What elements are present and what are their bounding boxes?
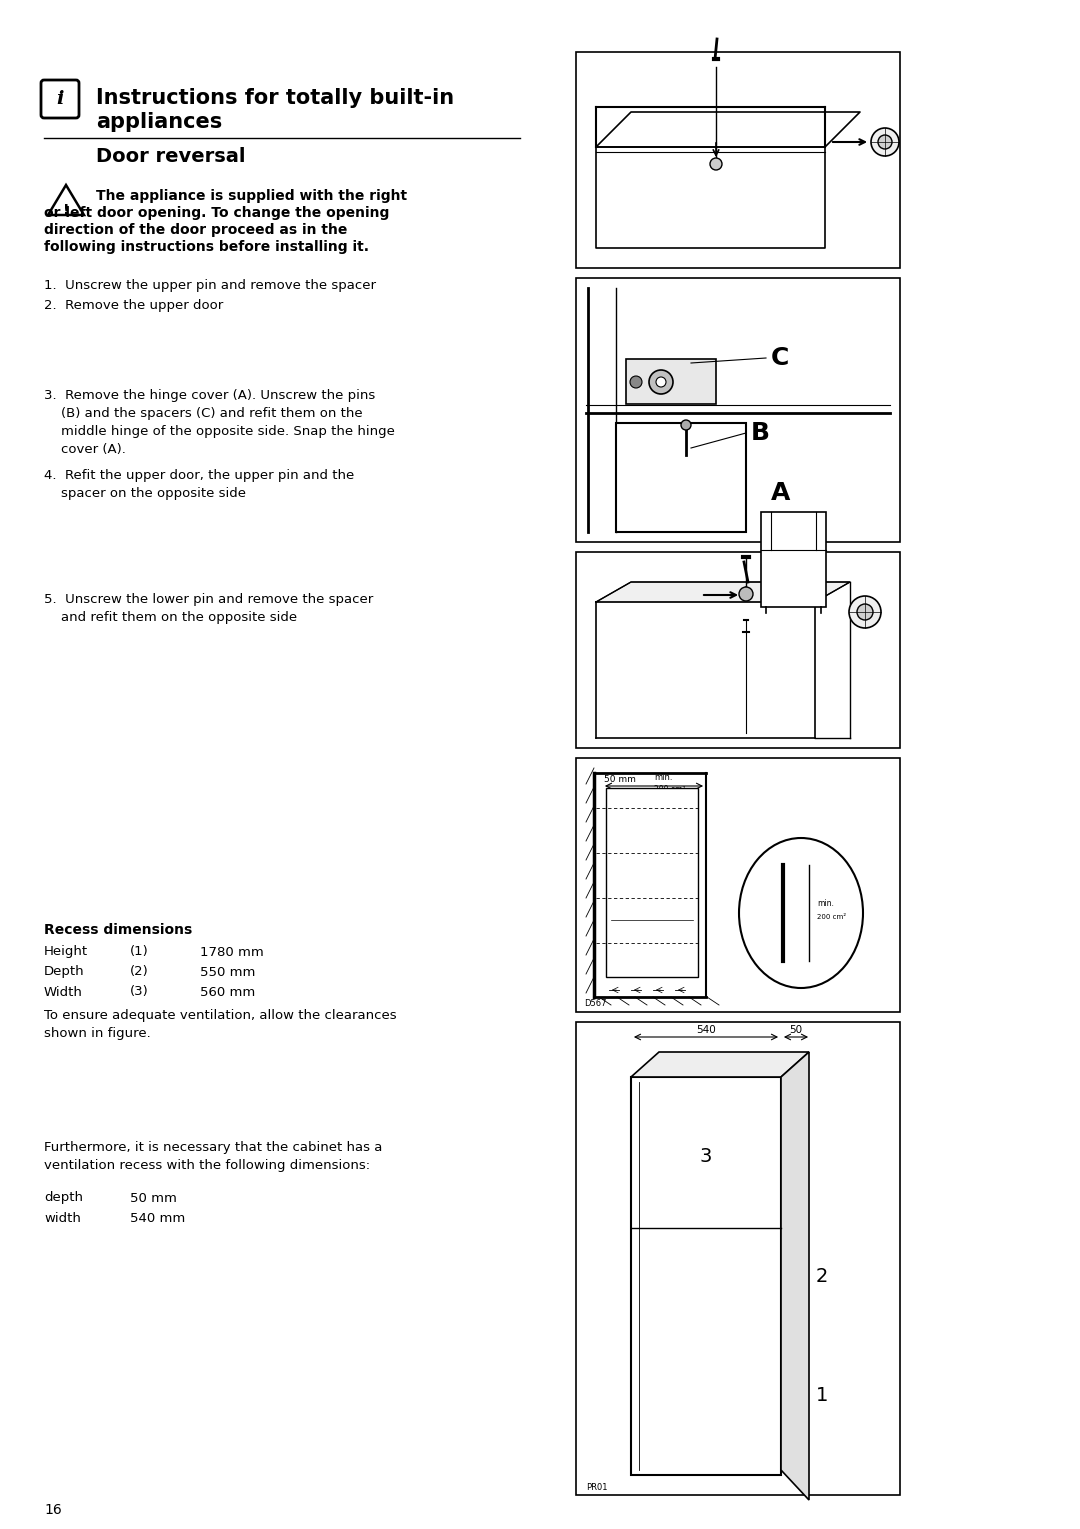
Text: spacer on the opposite side: spacer on the opposite side [44, 486, 246, 500]
Polygon shape [781, 1052, 809, 1500]
Text: 50 mm: 50 mm [130, 1191, 177, 1205]
Circle shape [878, 135, 892, 148]
Text: Door reversal: Door reversal [96, 147, 245, 165]
Text: Recess dimensions: Recess dimensions [44, 924, 192, 937]
Text: (B) and the spacers (C) and refit them on the: (B) and the spacers (C) and refit them o… [44, 407, 363, 419]
Text: middle hinge of the opposite side. Snap the hinge: middle hinge of the opposite side. Snap … [44, 425, 395, 437]
Text: min.: min. [816, 899, 834, 908]
Text: 2: 2 [816, 1266, 828, 1286]
Text: 550 mm: 550 mm [200, 965, 255, 979]
Circle shape [710, 157, 723, 170]
Bar [761, 512, 826, 607]
Text: 1.  Unscrew the upper pin and remove the spacer: 1. Unscrew the upper pin and remove the … [44, 278, 376, 292]
Text: 50: 50 [789, 1024, 802, 1035]
Circle shape [649, 370, 673, 394]
Text: 1: 1 [816, 1385, 828, 1405]
Circle shape [849, 596, 881, 628]
Text: or left door opening. To change the opening: or left door opening. To change the open… [44, 206, 390, 220]
Text: D567: D567 [584, 1000, 607, 1009]
Text: 16: 16 [44, 1503, 62, 1517]
Circle shape [656, 378, 666, 387]
Text: (1): (1) [130, 945, 149, 959]
FancyBboxPatch shape [41, 80, 79, 118]
Circle shape [630, 376, 642, 388]
Text: C: C [771, 346, 789, 370]
Bar [576, 552, 900, 748]
Text: shown in figure.: shown in figure. [44, 1027, 151, 1041]
Text: (3): (3) [130, 986, 149, 998]
Text: 1780 mm: 1780 mm [200, 945, 264, 959]
Text: 540 mm: 540 mm [130, 1211, 186, 1225]
Bar [626, 359, 716, 404]
Text: 2.  Remove the upper door: 2. Remove the upper door [44, 298, 224, 312]
Circle shape [681, 420, 691, 430]
Text: Width: Width [44, 986, 83, 998]
Text: Furthermore, it is necessary that the cabinet has a: Furthermore, it is necessary that the ca… [44, 1142, 382, 1154]
Text: 4.  Refit the upper door, the upper pin and the: 4. Refit the upper door, the upper pin a… [44, 468, 354, 482]
Text: A: A [771, 482, 791, 505]
Text: The appliance is supplied with the right: The appliance is supplied with the right [96, 190, 407, 203]
Bar [576, 278, 900, 541]
Text: direction of the door proceed as in the: direction of the door proceed as in the [44, 223, 348, 237]
Text: cover (A).: cover (A). [44, 442, 126, 456]
Text: Instructions for totally built-in: Instructions for totally built-in [96, 89, 454, 109]
Text: PR01: PR01 [586, 1483, 607, 1491]
Polygon shape [631, 1052, 809, 1076]
Ellipse shape [739, 838, 863, 988]
Text: 200 cm²: 200 cm² [816, 914, 846, 920]
Text: (2): (2) [130, 965, 149, 979]
Text: min.: min. [654, 772, 673, 781]
Text: 5.  Unscrew the lower pin and remove the spacer: 5. Unscrew the lower pin and remove the … [44, 593, 374, 607]
Bar [606, 787, 698, 977]
Bar [616, 424, 746, 532]
Bar [576, 52, 900, 268]
Text: i: i [56, 90, 64, 109]
Text: 3.  Remove the hinge cover (A). Unscrew the pins: 3. Remove the hinge cover (A). Unscrew t… [44, 388, 375, 402]
Text: To ensure adequate ventilation, allow the clearances: To ensure adequate ventilation, allow th… [44, 1009, 396, 1023]
Text: 540: 540 [697, 1024, 716, 1035]
Text: !: ! [63, 203, 69, 217]
Text: B: B [751, 420, 770, 445]
Text: 3: 3 [700, 1147, 712, 1167]
Bar [576, 758, 900, 1012]
Text: 50 mm: 50 mm [604, 775, 636, 784]
Text: ventilation recess with the following dimensions:: ventilation recess with the following di… [44, 1159, 370, 1173]
Bar [631, 1076, 781, 1475]
Text: appliances: appliances [96, 112, 222, 131]
Bar [576, 1021, 900, 1495]
Text: 560 mm: 560 mm [200, 986, 255, 998]
Text: Height: Height [44, 945, 89, 959]
Text: width: width [44, 1211, 81, 1225]
Text: Depth: Depth [44, 965, 84, 979]
Text: following instructions before installing it.: following instructions before installing… [44, 240, 369, 254]
Circle shape [739, 587, 753, 601]
Polygon shape [596, 583, 850, 602]
Circle shape [858, 604, 873, 619]
Text: depth: depth [44, 1191, 83, 1205]
Text: 200 cm²: 200 cm² [654, 786, 686, 795]
Text: and refit them on the opposite side: and refit them on the opposite side [44, 612, 297, 624]
Circle shape [870, 128, 899, 156]
